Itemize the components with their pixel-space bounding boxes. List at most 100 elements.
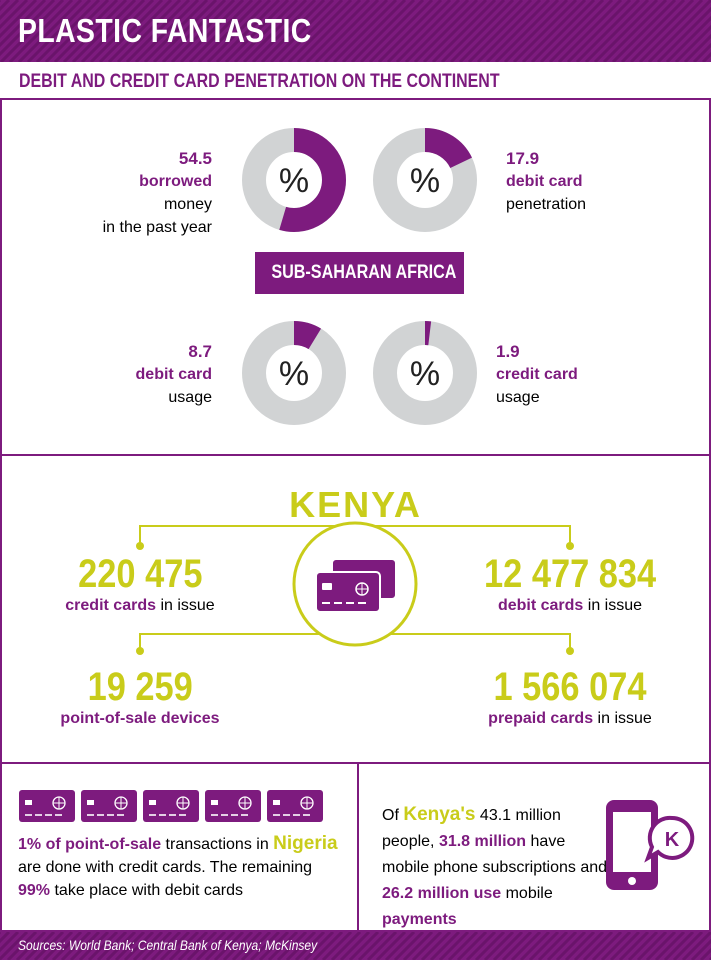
credit-cards-icon bbox=[315, 558, 397, 613]
stripe bbox=[411, 932, 443, 960]
stripe bbox=[467, 0, 533, 62]
stat-borrowed: 54.5 borrowed money in the past year bbox=[90, 147, 212, 239]
stat-value: 1.9 bbox=[496, 342, 520, 361]
stat-highlight: debit card bbox=[506, 173, 583, 190]
stripe bbox=[492, 932, 524, 960]
stripe bbox=[35, 0, 101, 62]
stripe bbox=[150, 932, 182, 960]
stripe bbox=[231, 932, 263, 960]
stat-value: 54.5 bbox=[178, 149, 212, 168]
kenya-stat-highlight: point-of-sale devices bbox=[60, 710, 220, 727]
stripe bbox=[134, 0, 200, 62]
stripe bbox=[69, 932, 101, 960]
stripe bbox=[152, 0, 218, 62]
stripe bbox=[249, 932, 281, 960]
stripe bbox=[458, 0, 524, 62]
page-subtitle: DEBIT AND CREDIT CARD PENETRATION ON THE… bbox=[19, 71, 500, 92]
stripe bbox=[503, 0, 569, 62]
stripe bbox=[233, 0, 299, 62]
stripe bbox=[665, 15, 711, 62]
stripe bbox=[78, 932, 110, 960]
stripe bbox=[206, 0, 272, 62]
stripe bbox=[0, 0, 65, 62]
percent-symbol: % bbox=[410, 162, 440, 200]
phone-screen bbox=[613, 812, 651, 872]
stripe bbox=[528, 932, 560, 960]
stripe bbox=[89, 0, 155, 62]
stripe bbox=[294, 932, 326, 960]
stripe bbox=[357, 932, 389, 960]
stripe bbox=[114, 932, 146, 960]
donut-chart-credit-usage: % bbox=[373, 321, 477, 425]
subtitle-bar: DEBIT AND CREDIT CARD PENETRATION ON THE… bbox=[0, 62, 711, 100]
stripe bbox=[188, 0, 254, 62]
page-title: PLASTIC FANTASTIC bbox=[18, 12, 312, 49]
stripe bbox=[609, 932, 641, 960]
stripe bbox=[341, 0, 407, 62]
stripe bbox=[510, 932, 542, 960]
stripe bbox=[474, 932, 506, 960]
stripe bbox=[476, 0, 542, 62]
stat-rest: money bbox=[163, 196, 212, 213]
stripe bbox=[251, 0, 317, 62]
donut-chart-debit-usage: % bbox=[242, 321, 346, 425]
stripe bbox=[629, 0, 695, 62]
nigeria-panel bbox=[0, 762, 359, 932]
stripe bbox=[33, 932, 65, 960]
stripe bbox=[305, 0, 371, 62]
stat-value: 8.7 bbox=[188, 342, 212, 361]
stripe bbox=[222, 932, 254, 960]
stat-credit-usage: 1.9 credit card usage bbox=[496, 340, 636, 409]
stripe bbox=[521, 0, 587, 62]
stripe bbox=[314, 0, 380, 62]
stripe bbox=[402, 932, 434, 960]
stripe bbox=[44, 0, 110, 62]
stripe bbox=[6, 932, 38, 960]
stripe bbox=[339, 932, 371, 960]
percent-symbol: % bbox=[410, 355, 440, 393]
phone-button bbox=[628, 877, 636, 885]
stripe bbox=[350, 0, 416, 62]
credit-card-icon bbox=[143, 790, 199, 822]
kenya-stat-rest: in issue bbox=[583, 597, 643, 614]
stripe bbox=[177, 932, 209, 960]
sources-text: Sources: World Bank; Central Bank of Ken… bbox=[18, 937, 318, 953]
stripe bbox=[557, 0, 623, 62]
stripe bbox=[555, 932, 587, 960]
donut-chart-debit-penetration: % bbox=[373, 128, 477, 232]
kenya-stat-value: 19 259 bbox=[87, 665, 193, 709]
stripe bbox=[638, 0, 704, 62]
donut-svg: % bbox=[373, 321, 477, 425]
stripe bbox=[530, 0, 596, 62]
stripe bbox=[53, 0, 119, 62]
connector-dot bbox=[566, 647, 574, 655]
stripe bbox=[116, 0, 182, 62]
stat-line2: usage bbox=[496, 389, 540, 406]
stat-value: 17.9 bbox=[506, 149, 540, 168]
stripe bbox=[197, 0, 263, 62]
stripe bbox=[600, 932, 632, 960]
stripe bbox=[620, 0, 686, 62]
stripe bbox=[179, 0, 245, 62]
bubble-letter: K bbox=[665, 829, 680, 851]
stripe bbox=[60, 932, 92, 960]
stripe bbox=[413, 0, 479, 62]
stripe bbox=[539, 0, 605, 62]
mobile-payments-panel bbox=[359, 762, 711, 932]
connector-dot bbox=[136, 542, 144, 550]
stripe bbox=[573, 932, 605, 960]
stat-debit-usage: 8.7 debit card usage bbox=[90, 340, 212, 409]
kenya-stat-credit-cards: 220 475 credit cards in issue bbox=[40, 552, 240, 616]
stripe bbox=[24, 932, 56, 960]
stripe bbox=[593, 0, 659, 62]
kenya-stat-value: 220 475 bbox=[77, 552, 203, 596]
stripe bbox=[80, 0, 146, 62]
stripe bbox=[431, 0, 497, 62]
nigeria-text-part: take place with debit cards bbox=[50, 882, 244, 899]
stripe bbox=[240, 932, 272, 960]
stripe bbox=[537, 932, 569, 960]
stripe bbox=[287, 0, 353, 62]
kenya-stat-rest: in issue bbox=[593, 710, 652, 727]
nigeria-text-highlight: 99% bbox=[18, 882, 51, 899]
mobile-text-part: Of bbox=[382, 807, 404, 824]
